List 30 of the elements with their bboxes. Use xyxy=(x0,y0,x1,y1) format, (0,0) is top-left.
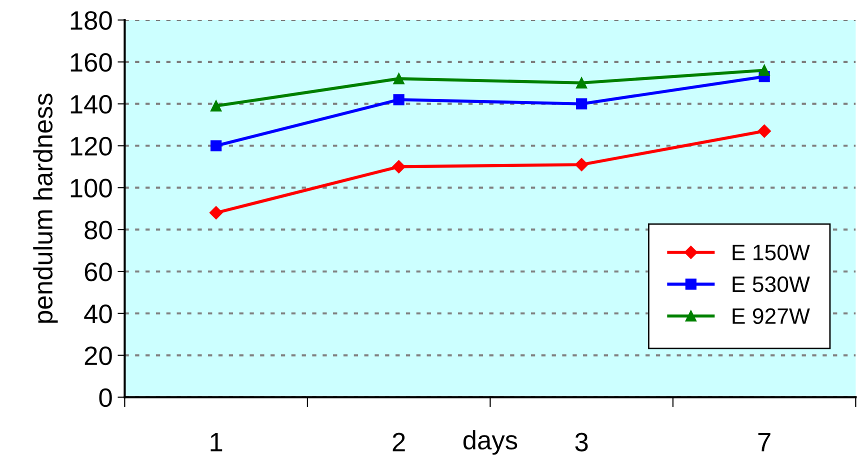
point xyxy=(392,160,406,174)
point xyxy=(393,94,404,106)
point xyxy=(393,73,404,84)
y-tick-label: 160 xyxy=(70,53,112,72)
point xyxy=(210,100,222,112)
y-tick-label: 140 xyxy=(70,94,112,114)
y-tick-label: 180 xyxy=(70,11,112,30)
point xyxy=(210,140,222,152)
y-tick-label: 20 xyxy=(84,346,112,366)
y-tick-label: 120 xyxy=(70,136,112,156)
y-tick-label: 60 xyxy=(84,262,112,282)
point xyxy=(576,77,588,88)
x-tick-label: 1 xyxy=(210,433,222,452)
point xyxy=(209,206,223,220)
y-tick-label: 0 xyxy=(99,388,112,408)
legend-label: E 150W xyxy=(732,244,810,260)
point xyxy=(576,98,588,110)
x-tick-label: 3 xyxy=(575,432,588,452)
y-tick-label: 80 xyxy=(84,220,112,240)
x-tick-label: 7 xyxy=(758,433,770,452)
point xyxy=(574,158,588,172)
y-tick-label: 100 xyxy=(70,178,112,198)
x-axis-title: days xyxy=(463,430,518,455)
y-axis-title: pendulum hardness xyxy=(33,94,58,323)
point xyxy=(758,124,771,138)
point xyxy=(758,64,770,76)
y-tick-label: 40 xyxy=(84,304,112,324)
legend-label: E 927W xyxy=(732,308,810,324)
legend-label: E 530W xyxy=(732,276,810,292)
x-tick-label: 2 xyxy=(392,432,405,452)
